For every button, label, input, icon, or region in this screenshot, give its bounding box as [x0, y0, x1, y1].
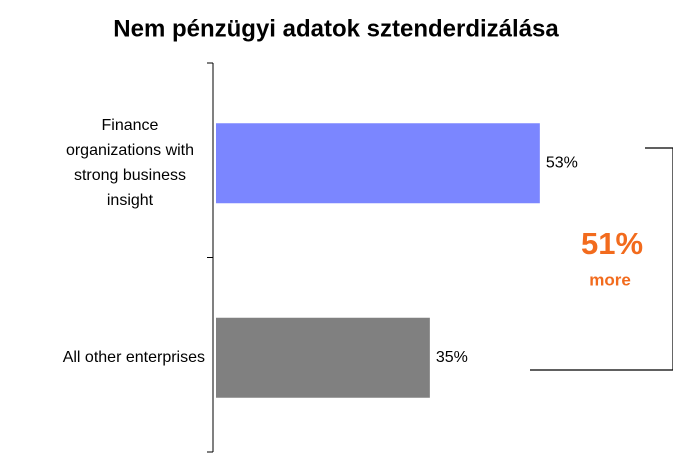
annotation-value: 51% — [581, 226, 643, 261]
bracket — [530, 147, 673, 371]
category-label: Finance organizations with strong busine… — [65, 117, 195, 210]
category-label: All other enterprises — [62, 349, 205, 367]
annotation-text: more — [589, 270, 631, 289]
category-label-box: Finance organizations with strong busine… — [0, 103, 205, 223]
bar — [216, 317, 430, 398]
value-label: 53% — [546, 154, 578, 171]
bar — [216, 123, 540, 204]
chart-title: Nem pénzügyi adatok sztenderdizálása — [113, 15, 559, 42]
category-label-box: All other enterprises — [0, 298, 205, 418]
value-label: 35% — [436, 349, 468, 366]
